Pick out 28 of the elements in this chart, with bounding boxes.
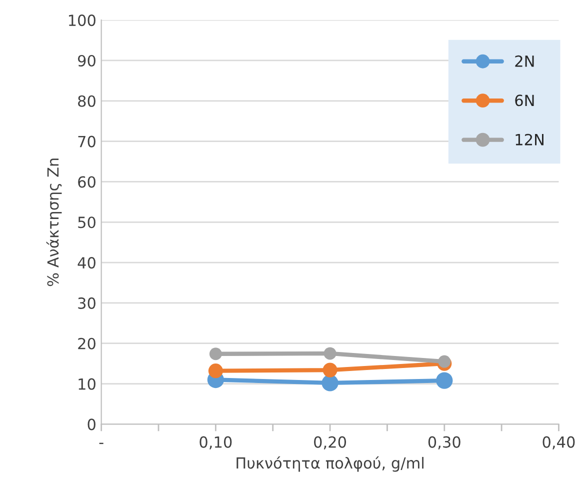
point: [209, 348, 222, 360]
y-tick-label: 90: [78, 54, 96, 67]
y-tick-label: 30: [78, 297, 96, 309]
y-tick-label: 0: [88, 418, 96, 430]
y-tick-label: 70: [78, 136, 96, 148]
y-tick-label: 100: [68, 14, 96, 26]
legend-label: 2N: [515, 55, 534, 67]
y-tick-label: 40: [78, 257, 96, 269]
x-tick-label: 0,10: [200, 436, 232, 450]
point: [322, 374, 338, 392]
y-tick-label: 60: [78, 176, 96, 188]
y-tick-label: 10: [78, 378, 96, 390]
x-tick-label: 0,40: [542, 436, 575, 450]
x-tick-label: 0,20: [314, 436, 346, 450]
point: [322, 362, 338, 378]
x-axis-title: Πυκνότητα πολφού, g/ml: [236, 456, 424, 472]
legend-label: 12N: [516, 134, 544, 146]
x-tick-label: 0,30: [428, 436, 460, 450]
y-tick-label: 80: [78, 95, 96, 107]
point: [436, 372, 453, 389]
y-tick-label: 50: [78, 216, 96, 228]
point: [438, 355, 451, 368]
x-tick-label: -: [99, 442, 104, 444]
point: [324, 347, 336, 360]
y-axis-title: % Ανάκτησης Zn: [46, 158, 62, 286]
legend-label: 6N: [515, 94, 534, 106]
point: [208, 364, 223, 378]
y-tick-label: 20: [78, 338, 96, 350]
